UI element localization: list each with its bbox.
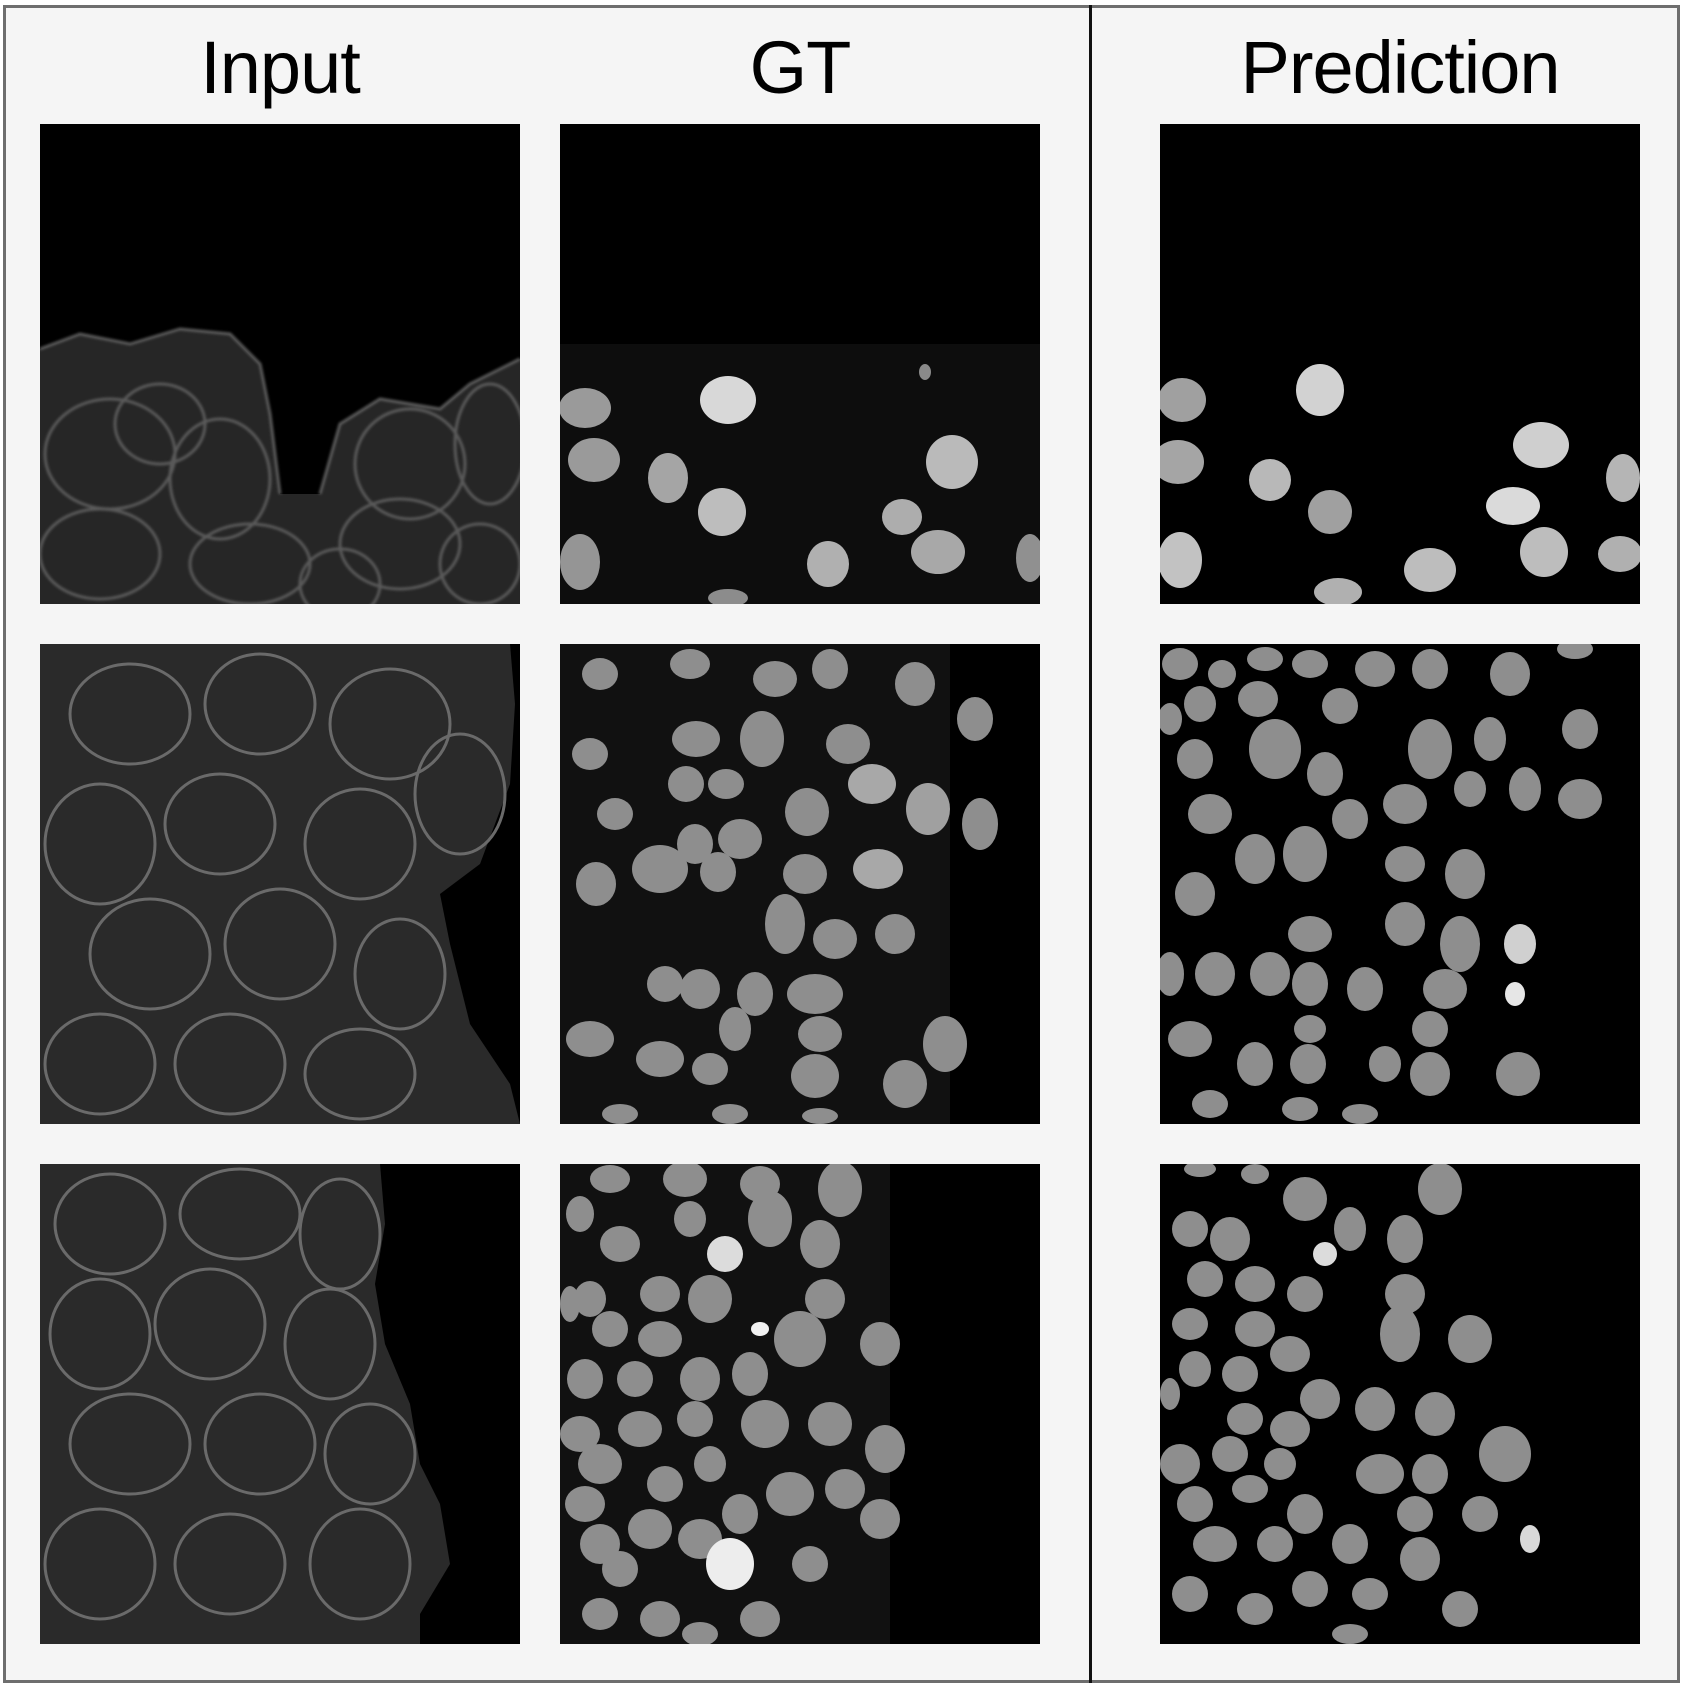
input-panel-row-2: [40, 644, 520, 1124]
prediction-panel-row-1: [1160, 124, 1640, 604]
gt-panel-row-3: [560, 1164, 1040, 1644]
input-image-row-3: [40, 1164, 450, 1644]
gt-panel-row-2: [560, 644, 1040, 1124]
column-title-gt: GT: [749, 26, 852, 109]
column-title-input: Input: [200, 26, 361, 109]
prediction-image-row-2: [1160, 644, 1602, 1124]
input-image-row-2: [40, 644, 520, 1124]
prediction-image-row-3: [1160, 1164, 1540, 1644]
prediction-panel-row-2: [1160, 644, 1640, 1124]
prediction-panel-row-3: [1160, 1164, 1640, 1644]
gt-image-row-2: [560, 644, 998, 1124]
gt-image-row-3: [560, 1164, 905, 1644]
input-image-row-1: [40, 327, 520, 604]
input-panel-row-1: [40, 124, 520, 604]
column-divider: [1089, 5, 1092, 1683]
input-panel-row-3: [40, 1164, 520, 1644]
prediction-image-row-1: [1160, 364, 1640, 604]
column-title-prediction: Prediction: [1240, 26, 1560, 109]
gt-image-row-1: [560, 344, 1040, 604]
gt-panel-row-1: [560, 124, 1040, 604]
